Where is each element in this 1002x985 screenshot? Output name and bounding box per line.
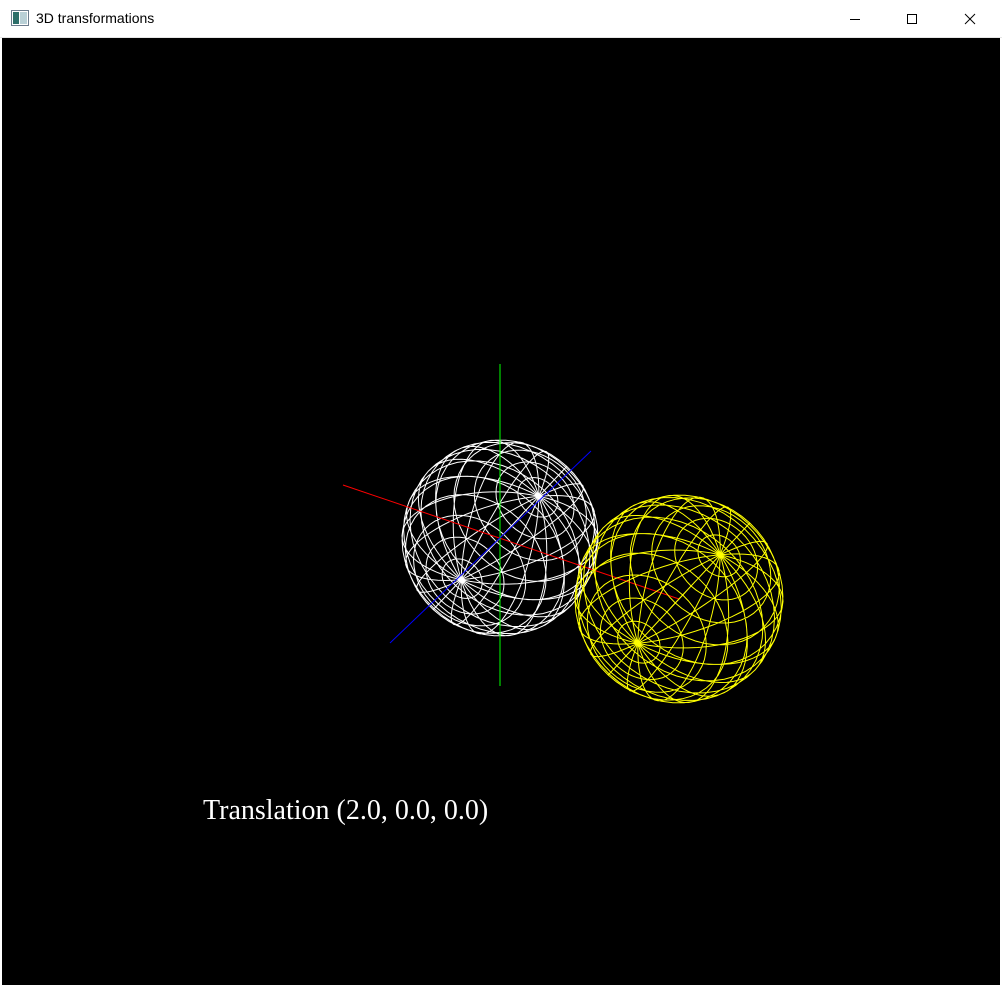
window-title: 3D transformations [36,10,155,26]
title-bar[interactable]: 3D transformations [0,0,1002,38]
maximize-icon [907,13,917,24]
scene-canvas [342,364,784,704]
render-viewport[interactable]: Translation (2.0, 0.0, 0.0) [2,38,1000,985]
axes [342,364,680,686]
translated-sphere [574,494,784,704]
minimize-icon [850,18,860,20]
sphere-wireframe [401,439,599,637]
app-icon [11,10,29,26]
maximize-button[interactable] [883,0,941,37]
transformation-caption: Translation (2.0, 0.0, 0.0) [203,795,489,826]
close-icon [964,13,976,24]
x-axis [342,484,680,600]
minimize-button[interactable] [826,0,884,37]
sphere-wireframe [574,494,784,704]
close-button[interactable] [941,0,999,37]
z-axis [389,450,592,644]
original-sphere [401,439,599,637]
